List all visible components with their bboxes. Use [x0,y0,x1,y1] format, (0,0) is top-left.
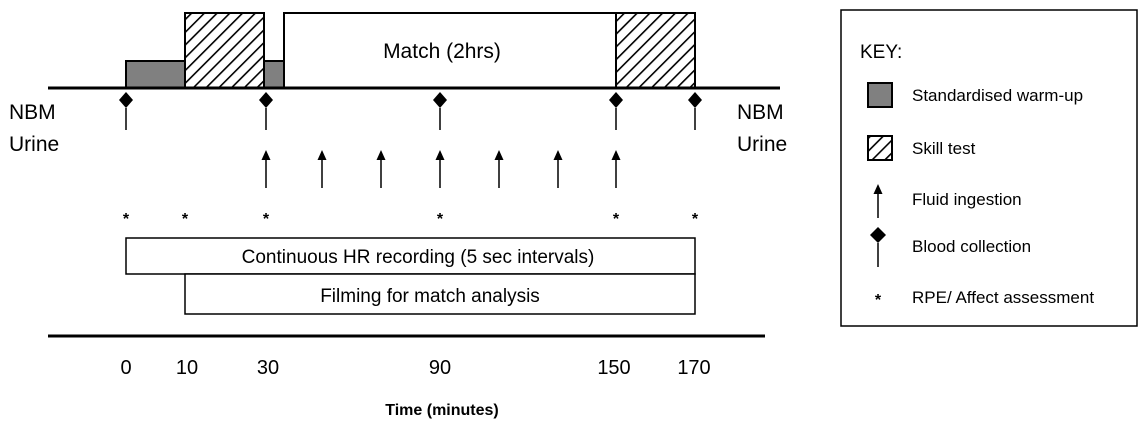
key-label-rpe: RPE/ Affect assessment [912,288,1094,307]
tick-label-170: 170 [677,357,710,379]
right-nbm-label: NBM [737,101,784,124]
key-label-skill: Skill test [912,139,976,158]
key-panel [840,9,1138,327]
arrow-up-icon [873,184,883,218]
filming-label: Filming for match analysis [320,286,540,307]
key-label-blood: Blood collection [912,237,1031,256]
left-urine-label: Urine [9,133,59,156]
filming-bar [184,273,696,315]
fluid-ingestion-markers [261,150,621,188]
fluid-ingestion-arrow [376,150,386,188]
hr-recording-label: Continuous HR recording (5 sec intervals… [242,247,595,268]
diamond-pin-icon [870,227,886,267]
fluid-ingestion-arrow [553,150,563,188]
rpe-asterisk: * [613,211,620,228]
fluid-ingestion-arrow [261,150,271,188]
rpe-asterisk: * [182,211,189,228]
fluid-ingestion-arrow [611,150,621,188]
blood-collection-marker [609,92,623,130]
blood-collection-marker [259,92,273,130]
tick-label-10: 10 [176,357,198,379]
match-block [283,12,617,89]
hatched-box-icon [867,135,893,161]
fluid-ingestion-arrow [317,150,327,188]
blood-collection-markers [119,92,702,130]
skill-test-block-2 [615,12,696,89]
match-label: Match (2hrs) [383,40,501,63]
key-label-fluid: Fluid ingestion [912,190,1022,209]
asterisk-icon: * [875,292,882,309]
time-axis-ticks: 0 10 30 90 150 170 [120,357,710,379]
skill-test-block-1 [184,12,265,89]
rpe-asterisk: * [263,211,270,228]
rpe-markers: * * * * * * [123,211,699,228]
tick-label-150: 150 [597,357,630,379]
left-nbm-label: NBM [9,101,56,124]
key-label-warmup: Standardised warm-up [912,86,1083,105]
grey-box-icon [867,82,893,108]
fluid-ingestion-arrow [435,150,445,188]
rpe-asterisk: * [123,211,130,228]
fluid-ingestion-arrow [494,150,504,188]
blood-collection-marker [688,92,702,130]
axis-title: Time (minutes) [385,402,499,419]
warmup-block-left [125,60,186,89]
blood-collection-marker [433,92,447,130]
right-urine-label: Urine [737,133,787,156]
tick-label-30: 30 [257,357,279,379]
tick-label-0: 0 [120,357,131,379]
tick-label-90: 90 [429,357,451,379]
rpe-asterisk: * [692,211,699,228]
key-title: KEY: [860,42,902,63]
blood-collection-marker [119,92,133,130]
rpe-asterisk: * [437,211,444,228]
warmup-block-mid [263,60,285,89]
